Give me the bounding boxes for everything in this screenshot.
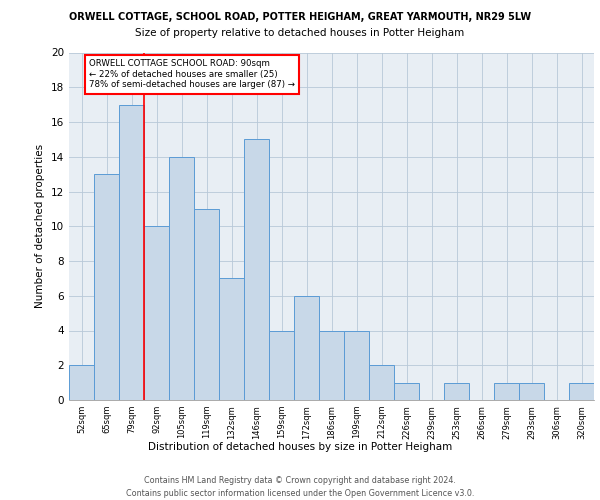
Bar <box>194 209 219 400</box>
Bar <box>444 382 469 400</box>
Bar <box>94 174 119 400</box>
Bar <box>144 226 169 400</box>
Y-axis label: Number of detached properties: Number of detached properties <box>35 144 46 308</box>
Text: ORWELL COTTAGE, SCHOOL ROAD, POTTER HEIGHAM, GREAT YARMOUTH, NR29 5LW: ORWELL COTTAGE, SCHOOL ROAD, POTTER HEIG… <box>69 12 531 22</box>
Bar <box>344 330 369 400</box>
Text: ORWELL COTTAGE SCHOOL ROAD: 90sqm
← 22% of detached houses are smaller (25)
78% : ORWELL COTTAGE SCHOOL ROAD: 90sqm ← 22% … <box>89 60 295 89</box>
Bar <box>219 278 244 400</box>
Bar <box>269 330 294 400</box>
Bar <box>119 104 144 400</box>
Bar <box>319 330 344 400</box>
Bar <box>244 140 269 400</box>
Bar <box>519 382 544 400</box>
Text: Size of property relative to detached houses in Potter Heigham: Size of property relative to detached ho… <box>136 28 464 38</box>
Bar <box>294 296 319 400</box>
Text: Contains HM Land Registry data © Crown copyright and database right 2024.: Contains HM Land Registry data © Crown c… <box>144 476 456 485</box>
Bar <box>369 365 394 400</box>
Bar <box>569 382 594 400</box>
Bar <box>69 365 94 400</box>
Bar <box>169 157 194 400</box>
Text: Contains public sector information licensed under the Open Government Licence v3: Contains public sector information licen… <box>126 489 474 498</box>
Bar <box>394 382 419 400</box>
Text: Distribution of detached houses by size in Potter Heigham: Distribution of detached houses by size … <box>148 442 452 452</box>
Bar <box>494 382 519 400</box>
